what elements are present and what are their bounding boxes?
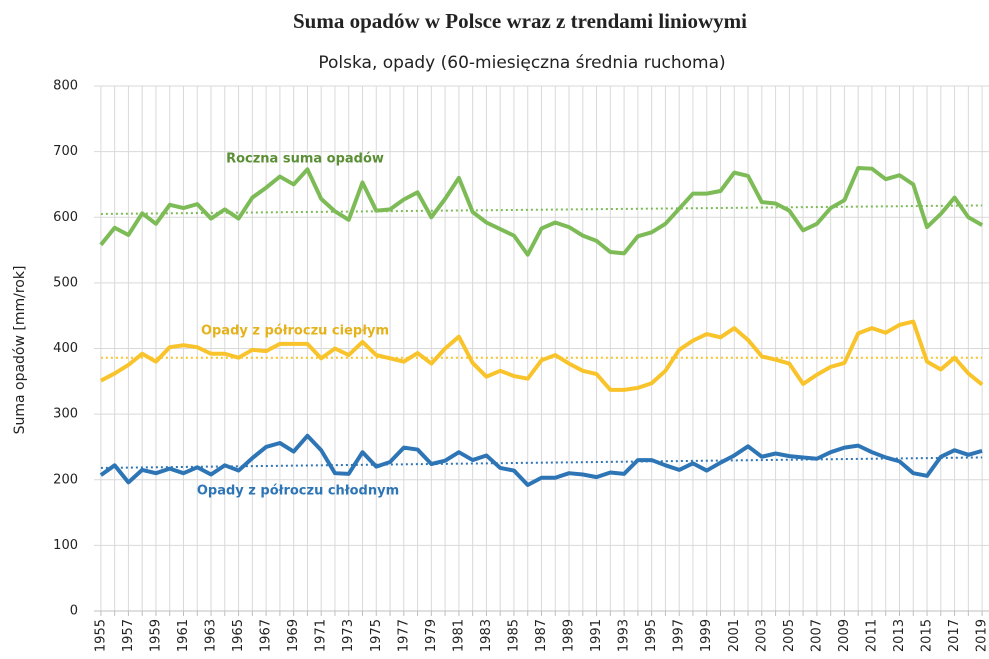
- x-tick-label: 1979: [424, 619, 439, 652]
- trend-line: [100, 456, 983, 469]
- series-label: Opady z półroczu chłodnym: [197, 484, 399, 499]
- y-tick-label: 400: [53, 341, 78, 356]
- series-label: Roczna suma opadów: [226, 152, 384, 167]
- series-line: [99, 433, 983, 487]
- x-tick-label: 2011: [864, 619, 879, 652]
- x-tick-label: 1973: [341, 619, 356, 652]
- chart-subtitle: Polska, opady (60-miesięczna średnia ruc…: [318, 53, 725, 73]
- x-tick-label: 1971: [314, 619, 329, 652]
- x-tick-label: 1993: [617, 619, 632, 652]
- y-tick-label: 500: [53, 275, 78, 290]
- y-tick-label: 300: [53, 407, 78, 422]
- x-tick-label: 1963: [204, 619, 219, 652]
- y-axis-label: Suma opadów [mm/rok]: [12, 266, 28, 435]
- y-tick-label: 200: [53, 472, 78, 487]
- chart-title: Suma opadów w Polsce wraz z trendami lin…: [293, 9, 747, 33]
- x-tick-label: 1995: [644, 619, 659, 652]
- series-label: Opady z półroczu ciepłym: [201, 324, 389, 339]
- x-tick-label: 2003: [754, 619, 769, 652]
- x-tick-label: 2015: [920, 619, 935, 652]
- x-tick-label: 2019: [975, 619, 989, 652]
- x-tick-label: 1981: [451, 619, 466, 652]
- series-line: [99, 166, 984, 257]
- x-tick-label: 1985: [506, 619, 521, 652]
- x-tick-label: 2005: [782, 619, 797, 652]
- x-tick-label: 1977: [396, 619, 411, 652]
- y-tick-label: 700: [53, 144, 78, 159]
- x-tick-label: 1959: [148, 619, 163, 652]
- x-tick-label: 1987: [534, 619, 549, 652]
- x-tick-label: 1975: [369, 619, 384, 652]
- x-tick-label: 2013: [892, 619, 907, 652]
- x-tick-label: 1969: [286, 619, 301, 652]
- x-tick-label: 1955: [93, 619, 108, 652]
- y-tick-label: 600: [53, 210, 78, 225]
- y-tick-label: 100: [53, 538, 78, 553]
- x-tick-label: 2007: [809, 619, 824, 652]
- x-tick-label: 1983: [479, 619, 494, 652]
- x-tick-label: 1999: [699, 619, 714, 652]
- series-line: [99, 319, 984, 392]
- x-tick-label: 1957: [121, 619, 136, 652]
- trend-line: [100, 204, 983, 215]
- x-tick-label: 1967: [259, 619, 274, 652]
- x-tick-label: 2017: [947, 619, 962, 652]
- y-tick-label: 0: [70, 604, 78, 619]
- x-tick-label: 2001: [727, 619, 742, 652]
- x-tick-label: 1989: [562, 619, 577, 652]
- y-tick-label: 800: [53, 79, 78, 94]
- x-tick-label: 2009: [837, 619, 852, 652]
- x-tick-label: 1991: [589, 619, 604, 652]
- x-tick-label: 1961: [176, 619, 191, 652]
- x-tick-label: 1997: [672, 619, 687, 652]
- x-tick-label: 1965: [231, 619, 246, 652]
